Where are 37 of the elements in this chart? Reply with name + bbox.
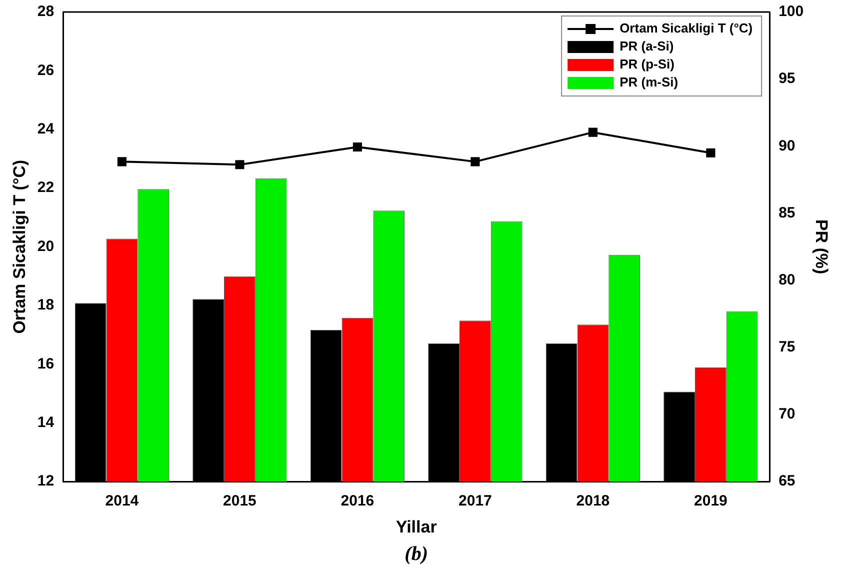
y2-tick-label: 65 bbox=[778, 472, 796, 490]
point bbox=[706, 148, 716, 158]
y2-axis-title: PR (%) bbox=[812, 219, 832, 274]
legend-label: PR (p-Si) bbox=[620, 56, 674, 72]
y-tick-label: 14 bbox=[37, 414, 55, 432]
y-tick-label: 18 bbox=[37, 296, 54, 314]
x-tick-label: 2014 bbox=[105, 492, 140, 510]
legend-label: PR (m-Si) bbox=[620, 74, 678, 90]
y2-tick-label: 100 bbox=[778, 3, 804, 20]
x-axis-title: Yillar bbox=[396, 517, 438, 536]
y2-tick-label: 95 bbox=[778, 70, 796, 88]
y-axis-title: Ortam Sicakligi T (°C) bbox=[10, 160, 29, 334]
y-tick-label: 12 bbox=[37, 472, 54, 490]
y-tick-label: 28 bbox=[37, 3, 54, 20]
text: (b) bbox=[404, 543, 428, 565]
legend-label: Ortam Sicakligi T (°C) bbox=[620, 20, 753, 36]
y-tick-label: 20 bbox=[37, 238, 54, 255]
point bbox=[235, 160, 244, 170]
x-tick-label: 2019 bbox=[694, 492, 728, 510]
y2-tick-label: 80 bbox=[778, 271, 796, 288]
y2-tick-label: 70 bbox=[778, 406, 796, 423]
y2-tick-label: 85 bbox=[778, 204, 796, 222]
y2-tick-label: 90 bbox=[778, 137, 796, 154]
point bbox=[117, 157, 126, 166]
y-tick-label: 16 bbox=[37, 355, 54, 372]
x-tick-label: 2015 bbox=[223, 492, 256, 510]
legend-label: PR (a-Si) bbox=[620, 38, 674, 54]
point bbox=[588, 128, 598, 137]
x-tick-label: 2016 bbox=[340, 492, 374, 510]
y-tick-label: 22 bbox=[37, 179, 54, 196]
point bbox=[470, 157, 480, 166]
point bbox=[352, 142, 362, 152]
x-tick-label: 2017 bbox=[458, 492, 492, 510]
y2-tick-label: 75 bbox=[778, 338, 796, 356]
x-tick-label: 2018 bbox=[576, 492, 610, 510]
y-tick-label: 24 bbox=[37, 120, 55, 138]
y-tick-label: 26 bbox=[37, 62, 54, 79]
